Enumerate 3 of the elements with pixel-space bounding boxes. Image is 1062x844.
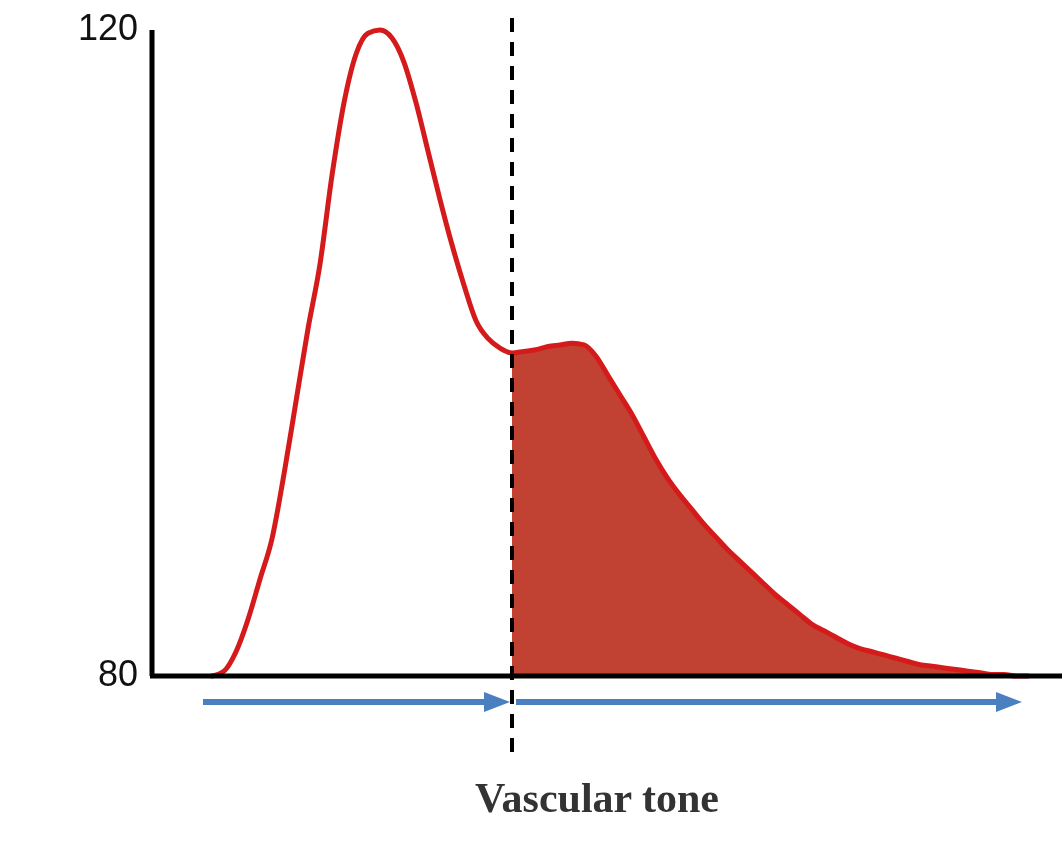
- y-tick-label: 80: [97, 652, 138, 694]
- x-axis-title: Vascular tone: [475, 775, 719, 821]
- y-tick-label: 120: [77, 6, 138, 48]
